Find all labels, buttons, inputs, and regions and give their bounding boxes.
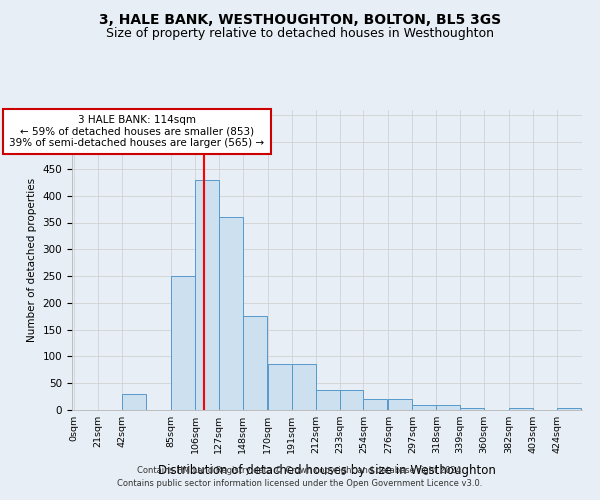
Bar: [219, 217, 243, 410]
Bar: [195, 180, 219, 410]
Bar: [460, 408, 484, 410]
Bar: [388, 400, 412, 410]
Bar: [436, 404, 460, 410]
Bar: [268, 364, 292, 410]
Bar: [122, 394, 146, 410]
Bar: [292, 364, 316, 410]
Bar: [364, 400, 388, 410]
Bar: [316, 390, 340, 410]
Bar: [412, 404, 436, 410]
X-axis label: Distribution of detached houses by size in Westhoughton: Distribution of detached houses by size …: [158, 464, 496, 477]
Bar: [557, 408, 581, 410]
Bar: [171, 276, 195, 410]
Bar: [509, 408, 533, 410]
Text: 3 HALE BANK: 114sqm
← 59% of detached houses are smaller (853)
39% of semi-detac: 3 HALE BANK: 114sqm ← 59% of detached ho…: [10, 115, 265, 148]
Bar: [243, 316, 266, 410]
Text: Size of property relative to detached houses in Westhoughton: Size of property relative to detached ho…: [106, 28, 494, 40]
Text: 3, HALE BANK, WESTHOUGHTON, BOLTON, BL5 3GS: 3, HALE BANK, WESTHOUGHTON, BOLTON, BL5 …: [99, 12, 501, 26]
Text: Contains HM Land Registry data © Crown copyright and database right 2024.
Contai: Contains HM Land Registry data © Crown c…: [118, 466, 482, 487]
Bar: [340, 390, 364, 410]
Y-axis label: Number of detached properties: Number of detached properties: [27, 178, 37, 342]
